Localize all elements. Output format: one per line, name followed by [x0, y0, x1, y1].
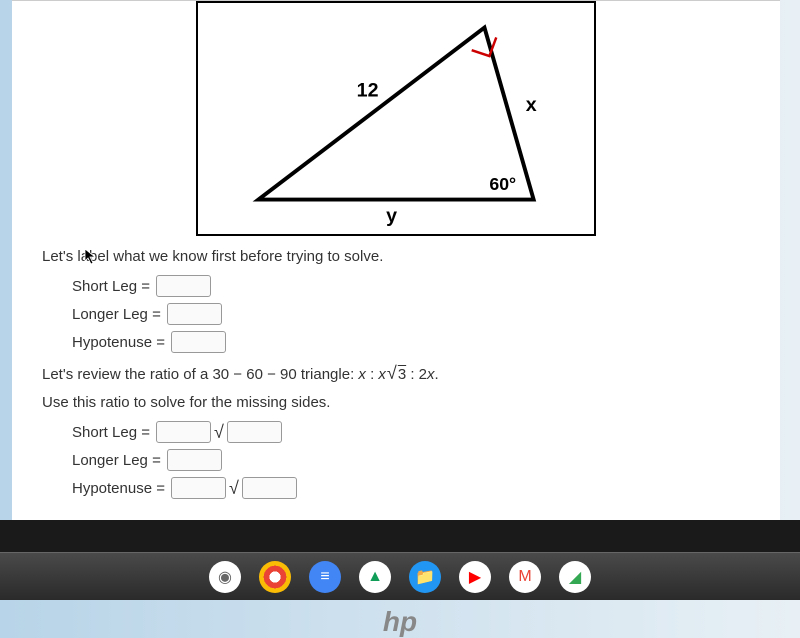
- ratio-x2: x: [378, 366, 386, 383]
- youtube-icon[interactable]: ▶: [459, 561, 491, 593]
- app-icon[interactable]: ◢: [559, 561, 591, 593]
- label-hypotenuse-2: Hypotenuse =: [72, 480, 165, 497]
- sqrt-icon-3: √: [229, 478, 239, 499]
- hp-logo: hp: [383, 606, 417, 638]
- input-longerleg-2[interactable]: [167, 449, 222, 471]
- sqrt-icon-2: √: [214, 422, 224, 443]
- label-longerleg: Longer Leg =: [72, 306, 161, 323]
- ratio-x1: x: [358, 366, 366, 383]
- label-60: 60°: [489, 174, 516, 194]
- label-12: 12: [357, 79, 379, 101]
- problem-text: Let's label what we know first before tr…: [12, 236, 780, 517]
- label-longerleg-2: Longer Leg =: [72, 452, 161, 469]
- taskbar: ◉ ≡ ▲ 📁 ▶ M ◢: [0, 552, 800, 600]
- row-shortleg-1: Short Leg =: [72, 275, 750, 297]
- input-hypotenuse-2b[interactable]: [242, 477, 297, 499]
- instruction-1: Let's label what we know first before tr…: [42, 248, 750, 265]
- files-icon[interactable]: 📁: [409, 561, 441, 593]
- instruction-2: Use this ratio to solve for the missing …: [42, 394, 750, 411]
- triangle-diagram: 12 x y 60°: [196, 1, 596, 236]
- launcher-icon[interactable]: ◉: [209, 561, 241, 593]
- input-hypotenuse-1[interactable]: [171, 331, 226, 353]
- input-shortleg-1[interactable]: [156, 275, 211, 297]
- label-shortleg-2: Short Leg =: [72, 424, 150, 441]
- input-shortleg-2b[interactable]: [227, 421, 282, 443]
- content-area: 12 x y 60° Let's label what we know firs…: [12, 0, 780, 520]
- ratio-c1: :: [366, 366, 379, 383]
- row-hypotenuse-2: Hypotenuse = √: [72, 477, 750, 499]
- ratio-prefix: Let's review the ratio of a: [42, 366, 212, 383]
- ratio-c2: :: [406, 366, 419, 383]
- gmail-icon[interactable]: M: [509, 561, 541, 593]
- ratio-2x: 2x.: [419, 366, 439, 383]
- input-longerleg-1[interactable]: [167, 303, 222, 325]
- row-longerleg-1: Longer Leg =: [72, 303, 750, 325]
- label-shortleg: Short Leg =: [72, 278, 150, 295]
- label-x: x: [526, 94, 537, 116]
- ratio-mid: triangle:: [297, 366, 359, 383]
- ratio-3: 3: [398, 366, 406, 383]
- drive-icon[interactable]: ▲: [359, 561, 391, 593]
- row-longerleg-2: Longer Leg =: [72, 449, 750, 471]
- row-shortleg-2: Short Leg = √: [72, 421, 750, 443]
- sqrt-icon: √: [387, 363, 397, 383]
- row-hypotenuse-1: Hypotenuse =: [72, 331, 750, 353]
- input-hypotenuse-2a[interactable]: [171, 477, 226, 499]
- chrome-icon[interactable]: [259, 561, 291, 593]
- ratio-triangle: 30 − 60 − 90: [212, 366, 296, 383]
- docs-icon[interactable]: ≡: [309, 561, 341, 593]
- triangle-svg: 12 x y 60°: [198, 3, 594, 234]
- input-shortleg-2a[interactable]: [156, 421, 211, 443]
- ratio-text: Let's review the ratio of a 30 − 60 − 90…: [42, 363, 750, 384]
- label-y: y: [386, 205, 397, 227]
- label-hypotenuse: Hypotenuse =: [72, 334, 165, 351]
